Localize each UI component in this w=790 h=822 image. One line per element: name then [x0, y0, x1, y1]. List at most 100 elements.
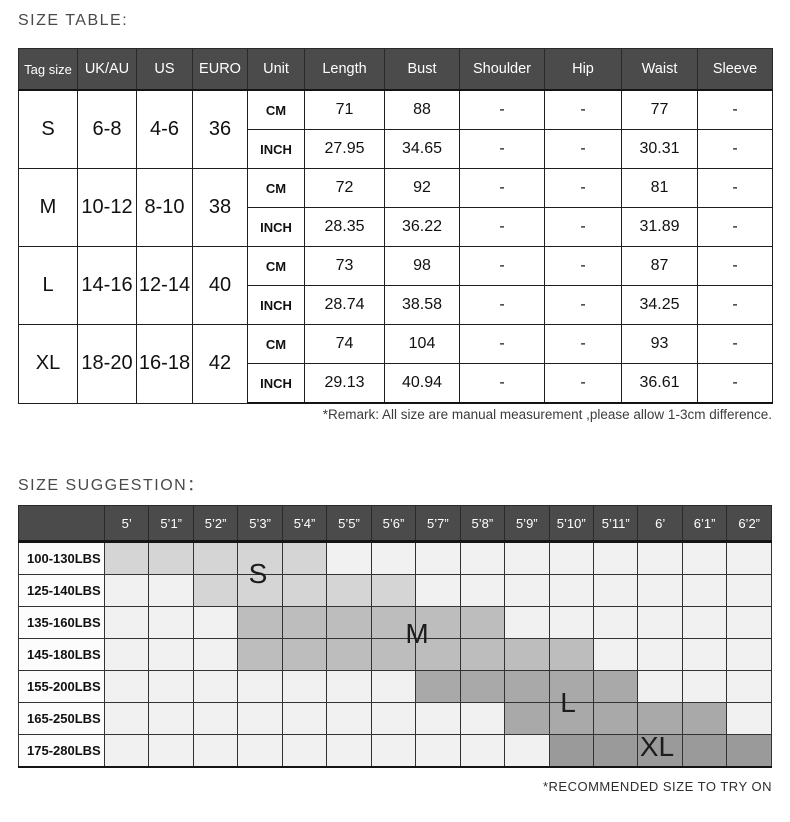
measure-cell: 87: [621, 246, 698, 286]
measure-cell: -: [544, 168, 622, 208]
height-header: 5’9”: [504, 505, 550, 543]
size-table-header: Sleeve: [697, 48, 773, 91]
suggestion-cell: [504, 574, 550, 607]
size-row-cm: L 14-16 12-14 40 CM 73 98- -87-: [18, 246, 773, 325]
suggestion-cell: [459, 670, 506, 703]
suggestion-cell: [637, 606, 683, 639]
size-table-header: Unit: [247, 48, 305, 91]
measure-cell: -: [459, 285, 545, 325]
suggestion-cell: [148, 734, 194, 768]
suggestion-row: 175-280LBS: [18, 734, 772, 768]
size-table-header: EURO: [192, 48, 248, 91]
suggestion-cell: [726, 606, 772, 639]
suggestion-cell: [103, 606, 150, 639]
measure-cell: -: [459, 129, 545, 169]
size-suggestion-body: 100-130LBS 125-140LBS 135-160LBS 145-180LBS…: [18, 541, 772, 768]
us-cell: 4-6: [136, 89, 193, 169]
suggestion-cell: [148, 702, 194, 735]
suggestion-cell: [281, 638, 328, 671]
suggestion-row: 145-180LBS: [18, 638, 772, 671]
height-header: 5’8”: [459, 505, 506, 543]
suggestion-corner-cell: [18, 505, 105, 543]
suggestion-cell: [192, 702, 239, 735]
suggestion-cell: [504, 702, 550, 735]
measure-cell: -: [459, 246, 545, 286]
suggestion-cell: [370, 606, 417, 639]
suggestion-cell: [681, 574, 728, 607]
suggestion-cell: [592, 734, 639, 768]
suggestion-cell: [103, 702, 150, 735]
suggestion-cell: [681, 606, 728, 639]
suggestion-cell: [237, 574, 283, 607]
suggestion-cell: [281, 541, 328, 575]
measure-cell: 38.58: [384, 285, 460, 325]
height-header: 5’4”: [281, 505, 328, 543]
size-row-cm: M 10-12 8-10 38 CM 72 92- -81-: [18, 168, 773, 247]
size-row-inch: INCH 28.74 38.58- -34.25-: [19, 285, 773, 325]
size-table-header: Length: [304, 48, 385, 91]
measure-cell: 27.95: [304, 129, 385, 169]
measure-cell: -: [459, 363, 545, 404]
suggestion-cell: [103, 638, 150, 671]
suggestion-cell: [548, 734, 594, 768]
suggestion-cell: [592, 702, 639, 735]
size-table: Tag size UK/AU US EURO Unit Length Bust Shoulde…: [18, 48, 773, 404]
suggestion-cell: [726, 734, 772, 768]
measure-cell: 71: [304, 89, 385, 130]
us-cell: 16-18: [136, 324, 193, 404]
suggestion-cell: [415, 638, 461, 671]
tag-size-cell: XL: [18, 324, 78, 404]
suggestion-cell: [504, 734, 550, 768]
suggestion-cell: [281, 670, 328, 703]
suggestion-cell: [326, 606, 372, 639]
suggestion-cell: [681, 734, 728, 768]
tag-size-cell: S: [18, 89, 78, 169]
size-region-letter: L: [560, 687, 576, 718]
measure-cell: -: [459, 207, 545, 247]
suggestion-cell: [370, 670, 417, 703]
measure-cell: -: [544, 285, 622, 325]
suggestion-row: 125-140LBS: [18, 574, 772, 607]
size-row-cm: XL 18-20 16-18 42 CM 74 104- -93-: [18, 324, 773, 404]
suggestion-cell: [192, 734, 239, 768]
suggestion-cell: [681, 702, 728, 735]
suggestion-cell: [592, 606, 639, 639]
measure-cell: 29.13: [304, 363, 385, 404]
uk-au-cell: 10-12: [77, 168, 137, 247]
weight-label-cell: 155-200LBS: [18, 670, 105, 703]
suggestion-cell: [103, 574, 150, 607]
measure-cell: -: [697, 363, 773, 404]
weight-label-cell: 100-130LBS: [18, 541, 105, 575]
suggestion-cell: [370, 574, 417, 607]
suggestion-cell: [459, 574, 506, 607]
suggestion-cell: [326, 638, 372, 671]
size-row-inch: INCH 29.13 40.94- -36.61-: [19, 363, 773, 404]
size-suggestion-wrap: 5’ 5’1” 5’2” 5’3” 5’4” 5’5” 5’6” 5’7” 5’8” 5’9” 5’…: [18, 505, 772, 768]
measure-cell: -: [697, 207, 773, 247]
suggestion-cell: [281, 606, 328, 639]
suggestion-cell: [370, 541, 417, 575]
suggestion-cell: [415, 702, 461, 735]
suggestion-cell: [370, 702, 417, 735]
unit-cell: INCH: [247, 129, 305, 169]
suggestion-row: 100-130LBS: [18, 541, 772, 575]
suggestion-cell: [192, 606, 239, 639]
measure-cell: -: [544, 324, 622, 364]
suggestion-cell: [592, 574, 639, 607]
height-header: 5’7”: [415, 505, 461, 543]
suggestion-cell: [681, 670, 728, 703]
euro-cell: 42: [192, 324, 248, 404]
size-table-title: SIZE TABLE:: [18, 12, 129, 29]
suggestion-cell: [504, 606, 550, 639]
suggestion-cell: [281, 702, 328, 735]
measure-cell: -: [697, 168, 773, 208]
suggestion-cell: [726, 541, 772, 575]
suggestion-cell: [281, 574, 328, 607]
weight-label-cell: 135-160LBS: [18, 606, 105, 639]
height-header: 5’10”: [548, 505, 594, 543]
measure-cell: -: [459, 89, 545, 130]
size-suggestion-table: 5’ 5’1” 5’2” 5’3” 5’4” 5’5” 5’6” 5’7” 5’8” 5’9” 5’…: [18, 505, 772, 768]
uk-au-cell: 14-16: [77, 246, 137, 325]
measure-cell: 98: [384, 246, 460, 286]
